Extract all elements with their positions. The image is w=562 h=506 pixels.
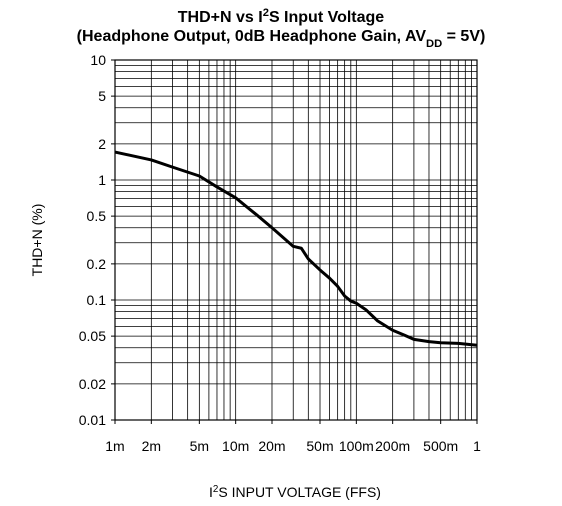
plot-frame bbox=[114, 59, 478, 421]
text-part: 2 bbox=[263, 7, 269, 19]
y-tick-label: 0.2 bbox=[87, 256, 107, 272]
y-tick-label: 0.01 bbox=[79, 412, 106, 428]
data-line bbox=[114, 150, 478, 347]
y-axis-label: THD+N (%) bbox=[29, 204, 45, 277]
x-tick-label: 50m bbox=[306, 438, 333, 454]
text-part: = 5V) bbox=[442, 28, 485, 45]
y-tick-label: 5 bbox=[98, 88, 106, 104]
x-tick-label: 500m bbox=[423, 438, 458, 454]
text-part: S Input Voltage bbox=[269, 9, 384, 26]
x-tick-label: 200m bbox=[375, 438, 410, 454]
y-tick-label: 0.1 bbox=[87, 292, 107, 308]
x-tick-label: 5m bbox=[190, 438, 209, 454]
x-tick-label: 1 bbox=[473, 438, 481, 454]
text-part: THD+N vs I bbox=[178, 9, 263, 26]
x-tick-label: 2m bbox=[142, 438, 161, 454]
text-part: S INPUT VOLTAGE (FFS) bbox=[218, 484, 381, 500]
x-tick-label: 1m bbox=[105, 438, 124, 454]
y-tick-label: 0.05 bbox=[79, 328, 106, 344]
text-part: DD bbox=[426, 38, 442, 50]
x-axis-label: I2S INPUT VOLTAGE (FFS) bbox=[209, 484, 381, 501]
y-tick-label: 0.5 bbox=[87, 208, 107, 224]
x-tick-label: 100m bbox=[339, 438, 374, 454]
text-part: 2 bbox=[213, 484, 218, 495]
y-tick-label: 0.02 bbox=[79, 376, 106, 392]
chart-title: THD+N vs I2S Input Voltage bbox=[178, 7, 385, 26]
x-tick-label: 10m bbox=[222, 438, 249, 454]
text-part: (Headphone Output, 0dB Headphone Gain, A… bbox=[77, 28, 427, 45]
y-tick-label: 10 bbox=[90, 52, 106, 68]
y-tick-label: 1 bbox=[98, 172, 106, 188]
y-tick-label: 2 bbox=[98, 136, 106, 152]
x-tick-label: 20m bbox=[258, 438, 285, 454]
chart-subtitle: (Headphone Output, 0dB Headphone Gain, A… bbox=[77, 28, 486, 50]
text-part: I bbox=[209, 484, 213, 500]
